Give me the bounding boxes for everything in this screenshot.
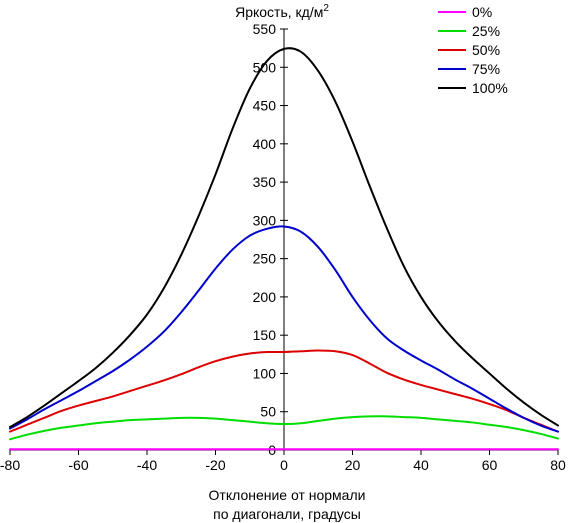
legend-label: 100% — [472, 80, 508, 96]
y-tick-label: 200 — [253, 289, 277, 305]
y-tick-label: 100 — [253, 365, 277, 381]
legend-label: 75% — [472, 61, 500, 77]
x-tick-label: -80 — [0, 457, 20, 473]
y-axis-title-text: Яркость, кд/м — [235, 4, 323, 20]
x-tick-label: 0 — [280, 457, 288, 473]
series-line-50pct — [9, 349, 559, 433]
series-line-25pct — [9, 415, 559, 441]
series-layer — [9, 47, 559, 451]
x-tick-label: 80 — [550, 457, 566, 473]
y-tick-label: 300 — [253, 212, 277, 228]
x-axis-title-line-2: по диагонали, градусы — [213, 506, 361, 522]
y-tick-label: 350 — [253, 174, 277, 190]
legend: 0% 25% 50% 75% 100% — [438, 4, 508, 96]
x-tick-label: -40 — [137, 457, 157, 473]
x-tick-label: 20 — [345, 457, 361, 473]
x-tick-label: -20 — [205, 457, 225, 473]
y-tick-label: 50 — [260, 404, 276, 420]
legend-label: 0% — [472, 4, 492, 20]
series-line-100pct — [9, 47, 559, 429]
y-tick-label: 500 — [253, 59, 277, 75]
axes: -80 -60 -40 -20 0 20 40 60 800501001502002503003… — [0, 21, 566, 473]
x-axis-title-line-1: Отклонение от нормали — [209, 487, 366, 503]
y-tick-label: 400 — [253, 136, 277, 152]
legend-label: 50% — [472, 42, 500, 58]
y-axis-title: Яркость, кд/м2 — [235, 3, 329, 20]
x-tick-label: 40 — [413, 457, 429, 473]
y-tick-label: 550 — [253, 21, 277, 37]
x-tick-label: 60 — [482, 457, 498, 473]
x-tick-label: -60 — [68, 457, 88, 473]
y-tick-label: 150 — [253, 327, 277, 343]
legend-label: 25% — [472, 23, 500, 39]
y-tick-label: 450 — [253, 98, 277, 114]
y-axis-title-superscript: 2 — [323, 3, 329, 14]
series-line-75pct — [9, 225, 559, 433]
y-tick-label: 250 — [253, 251, 277, 267]
